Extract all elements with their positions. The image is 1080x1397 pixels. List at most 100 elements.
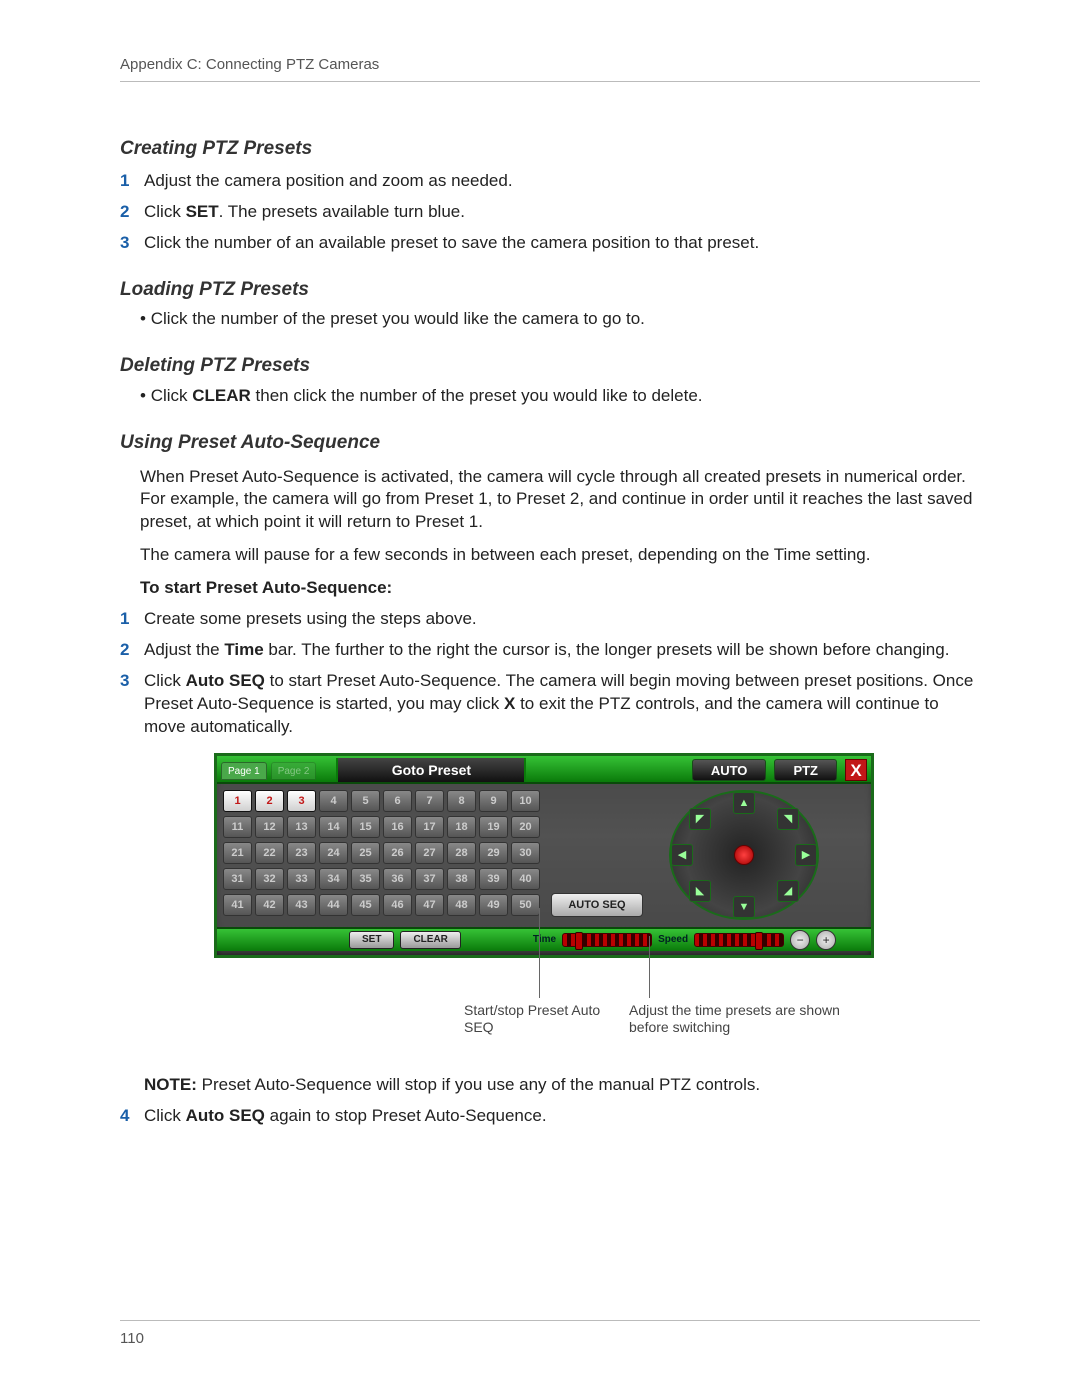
arrow-upleft-icon[interactable]: ◤ [689,808,711,830]
preset-21[interactable]: 21 [223,842,252,864]
autoseq-subtitle: To start Preset Auto-Sequence: [140,577,980,600]
arrow-downleft-icon[interactable]: ◣ [689,880,711,902]
preset-38[interactable]: 38 [447,868,476,890]
preset-30[interactable]: 30 [511,842,540,864]
preset-35[interactable]: 35 [351,868,380,890]
autoseq-keyword-2: Auto SEQ [186,1106,265,1125]
creating-step-1: Adjust the camera position and zoom as n… [120,170,980,193]
preset-41[interactable]: 41 [223,894,252,916]
time-slider[interactable] [562,933,652,947]
preset-25[interactable]: 25 [351,842,380,864]
preset-32[interactable]: 32 [255,868,284,890]
preset-1[interactable]: 1 [223,790,252,812]
joystick-center[interactable] [734,845,754,865]
preset-36[interactable]: 36 [383,868,412,890]
clear-button[interactable]: CLEAR [400,931,460,949]
preset-49[interactable]: 49 [479,894,508,916]
preset-27[interactable]: 27 [415,842,444,864]
preset-20[interactable]: 20 [511,816,540,838]
header-rule [120,81,980,82]
preset-28[interactable]: 28 [447,842,476,864]
zoom-out-icon[interactable]: − [790,930,810,950]
preset-19[interactable]: 19 [479,816,508,838]
preset-43[interactable]: 43 [287,894,316,916]
preset-40[interactable]: 40 [511,868,540,890]
callout-text-2: Adjust the time presets are shown before… [629,1002,849,1036]
auto-button[interactable]: AUTO [692,759,767,781]
goto-preset-label: Goto Preset [336,758,526,782]
preset-3[interactable]: 3 [287,790,316,812]
preset-26[interactable]: 26 [383,842,412,864]
arrow-upright-icon[interactable]: ◥ [777,808,799,830]
autoseq-step-1: Create some presets using the steps abov… [120,608,980,631]
preset-18[interactable]: 18 [447,816,476,838]
autoseq-step-2: Adjust the Time bar. The further to the … [120,639,980,662]
del-pre: Click [151,386,193,405]
tab-page-1[interactable]: Page 1 [221,762,267,780]
preset-17[interactable]: 17 [415,816,444,838]
preset-14[interactable]: 14 [319,816,348,838]
time-keyword: Time [224,640,263,659]
ptz-button[interactable]: PTZ [774,759,837,781]
autoseq-step-4: Click Auto SEQ again to stop Preset Auto… [120,1105,980,1128]
preset-12[interactable]: 12 [255,816,284,838]
speed-slider[interactable] [694,933,784,947]
arrow-left-icon[interactable]: ◀ [671,844,693,866]
callout-line-2 [649,936,650,998]
section-creating-title: Creating PTZ Presets [120,136,980,162]
preset-48[interactable]: 48 [447,894,476,916]
preset-10[interactable]: 10 [511,790,540,812]
zoom-in-icon[interactable]: + [816,930,836,950]
callout-line-1 [539,908,540,998]
arrow-right-icon[interactable]: ▶ [795,844,817,866]
page-header: Appendix C: Connecting PTZ Cameras [120,55,980,88]
ptz-screenshot: Page 1 Page 2 Goto Preset AUTO PTZ X 123… [214,753,980,1058]
close-button[interactable]: X [845,759,867,781]
preset-6[interactable]: 6 [383,790,412,812]
arrow-up-icon[interactable]: ▲ [733,792,755,814]
preset-45[interactable]: 45 [351,894,380,916]
section-deleting-title: Deleting PTZ Presets [120,353,980,379]
preset-15[interactable]: 15 [351,816,380,838]
callouts: Start/stop Preset Auto SEQ Adjust the ti… [214,958,874,1058]
set-button[interactable]: SET [349,931,394,949]
preset-8[interactable]: 8 [447,790,476,812]
speed-slider-knob[interactable] [755,932,763,950]
preset-42[interactable]: 42 [255,894,284,916]
preset-29[interactable]: 29 [479,842,508,864]
preset-34[interactable]: 34 [319,868,348,890]
arrow-down-icon[interactable]: ▼ [733,896,755,918]
preset-31[interactable]: 31 [223,868,252,890]
loading-bullet-text: Click the number of the preset you would… [151,309,645,328]
preset-50[interactable]: 50 [511,894,540,916]
preset-9[interactable]: 9 [479,790,508,812]
preset-47[interactable]: 47 [415,894,444,916]
preset-2[interactable]: 2 [255,790,284,812]
arrow-downright-icon[interactable]: ◢ [777,880,799,902]
preset-4[interactable]: 4 [319,790,348,812]
header-text: Appendix C: Connecting PTZ Cameras [120,56,379,73]
section-autoseq-title: Using Preset Auto-Sequence [120,430,980,456]
preset-5[interactable]: 5 [351,790,380,812]
preset-39[interactable]: 39 [479,868,508,890]
preset-7[interactable]: 7 [415,790,444,812]
creating-steps: Adjust the camera position and zoom as n… [120,170,980,255]
footer-rule [120,1320,980,1321]
tab-page-2[interactable]: Page 2 [271,762,317,780]
preset-16[interactable]: 16 [383,816,412,838]
creating-step-1-text: Adjust the camera position and zoom as n… [144,171,513,190]
preset-24[interactable]: 24 [319,842,348,864]
autoseq-button[interactable]: AUTO SEQ [551,893,643,917]
step3-pre: Click [144,671,186,690]
speed-label: Speed [658,933,688,947]
preset-46[interactable]: 46 [383,894,412,916]
preset-22[interactable]: 22 [255,842,284,864]
preset-13[interactable]: 13 [287,816,316,838]
preset-33[interactable]: 33 [287,868,316,890]
preset-11[interactable]: 11 [223,816,252,838]
preset-44[interactable]: 44 [319,894,348,916]
time-slider-knob[interactable] [575,932,583,950]
preset-37[interactable]: 37 [415,868,444,890]
del-post: then click the number of the preset you … [251,386,703,405]
preset-23[interactable]: 23 [287,842,316,864]
